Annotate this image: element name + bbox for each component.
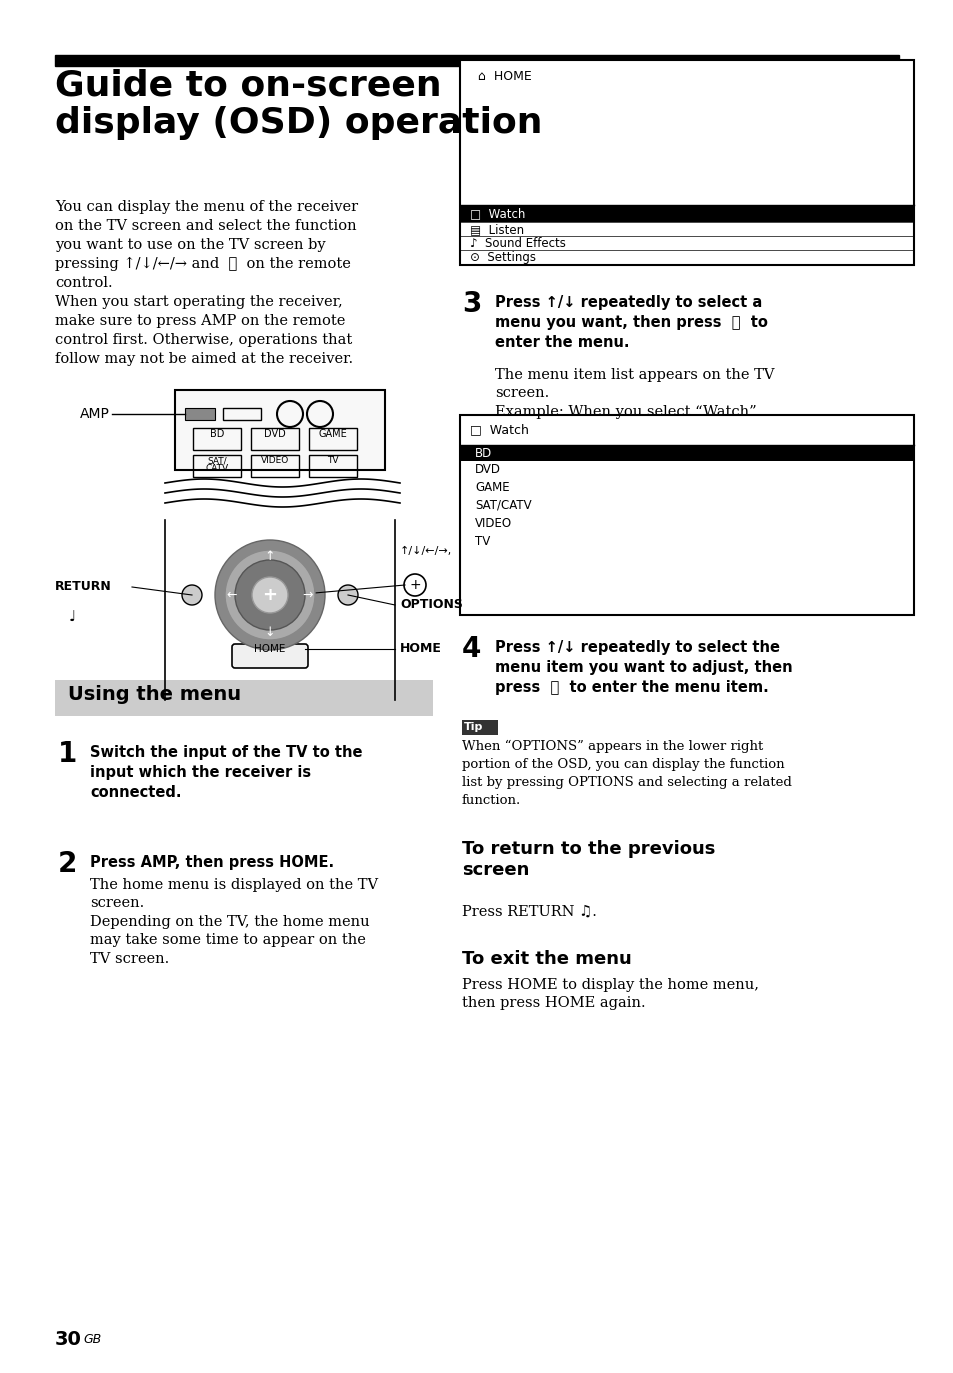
Text: OPTIONS: OPTIONS <box>399 599 462 611</box>
Text: make sure to press AMP on the remote: make sure to press AMP on the remote <box>55 314 345 328</box>
Text: →: → <box>302 589 313 601</box>
Text: ⌂  HOME: ⌂ HOME <box>477 70 531 82</box>
FancyBboxPatch shape <box>232 644 308 669</box>
Text: you want to use on the TV screen by: you want to use on the TV screen by <box>55 238 325 253</box>
Bar <box>55 55 898 66</box>
Text: ↑: ↑ <box>265 551 275 563</box>
Text: ↑/↓/←/→,: ↑/↓/←/→, <box>399 546 452 556</box>
Text: TV: TV <box>475 535 490 548</box>
Text: pressing ↑/↓/←/→ and  ⓧ  on the remote: pressing ↑/↓/←/→ and ⓧ on the remote <box>55 257 351 270</box>
Text: To exit the menu: To exit the menu <box>461 950 631 968</box>
Text: follow may not be aimed at the receiver.: follow may not be aimed at the receiver. <box>55 351 353 367</box>
Text: BD: BD <box>210 428 224 439</box>
Bar <box>309 428 356 450</box>
Text: Press HOME to display the home menu,
then press HOME again.: Press HOME to display the home menu, the… <box>461 978 759 1011</box>
Text: AMP: AMP <box>80 406 110 422</box>
Text: GB: GB <box>83 1333 101 1346</box>
Text: control.: control. <box>55 276 112 290</box>
Text: ⊙  Settings: ⊙ Settings <box>470 251 536 264</box>
Text: The menu item list appears on the TV
screen.
Example: When you select “Watch”.: The menu item list appears on the TV scr… <box>495 368 774 419</box>
Text: GAME: GAME <box>318 428 347 439</box>
Text: Switch the input of the TV to the
input which the receiver is
connected.: Switch the input of the TV to the input … <box>90 746 362 799</box>
Text: Press RETURN ♫.: Press RETURN ♫. <box>461 905 597 919</box>
Bar <box>185 408 214 420</box>
Circle shape <box>234 560 305 630</box>
Circle shape <box>337 585 357 605</box>
Circle shape <box>214 540 325 649</box>
Text: □  Watch: □ Watch <box>470 423 528 437</box>
Text: ♩: ♩ <box>69 610 75 625</box>
Text: ▤  Listen: ▤ Listen <box>470 222 523 236</box>
Text: ♪  Sound Effects: ♪ Sound Effects <box>470 238 565 250</box>
Text: 30: 30 <box>55 1330 82 1350</box>
Bar <box>251 454 298 476</box>
Circle shape <box>225 551 314 640</box>
Circle shape <box>252 577 288 612</box>
Text: DVD: DVD <box>264 428 286 439</box>
Text: □  Watch: □ Watch <box>470 207 525 220</box>
Text: When “OPTIONS” appears in the lower right
portion of the OSD, you can display th: When “OPTIONS” appears in the lower righ… <box>461 740 791 807</box>
Text: VIDEO: VIDEO <box>475 518 512 530</box>
Text: VIDEO: VIDEO <box>260 456 289 465</box>
Bar <box>459 205 913 222</box>
Bar <box>193 454 241 476</box>
Bar <box>459 415 913 615</box>
Text: Press ↑/↓ repeatedly to select a
menu you want, then press  ⓧ  to
enter the menu: Press ↑/↓ repeatedly to select a menu yo… <box>495 295 767 350</box>
Bar <box>459 60 913 265</box>
Bar <box>251 428 298 450</box>
Text: 2: 2 <box>58 850 77 877</box>
Bar <box>223 408 261 420</box>
Circle shape <box>182 585 202 605</box>
Text: To return to the previous
screen: To return to the previous screen <box>461 840 715 879</box>
Text: HOME: HOME <box>254 644 285 654</box>
Text: Press ↑/↓ repeatedly to select the
menu item you want to adjust, then
press  ⓧ  : Press ↑/↓ repeatedly to select the menu … <box>495 640 792 695</box>
Text: When you start operating the receiver,: When you start operating the receiver, <box>55 295 342 309</box>
Text: SAT/CATV: SAT/CATV <box>475 498 531 512</box>
Text: +: + <box>409 578 420 592</box>
Bar <box>461 719 497 735</box>
Text: The home menu is displayed on the TV
screen.
Depending on the TV, the home menu
: The home menu is displayed on the TV scr… <box>90 877 377 965</box>
Text: DVD: DVD <box>475 463 500 476</box>
Text: 4: 4 <box>461 634 481 663</box>
Text: control first. Otherwise, operations that: control first. Otherwise, operations tha… <box>55 334 352 347</box>
Bar <box>174 390 385 470</box>
Text: HOME: HOME <box>399 643 441 655</box>
Text: SAT/
CATV: SAT/ CATV <box>205 456 229 474</box>
Text: Tip: Tip <box>463 722 483 732</box>
Text: GAME: GAME <box>475 481 509 494</box>
Text: BD: BD <box>475 448 492 460</box>
Text: Using the menu: Using the menu <box>68 685 241 704</box>
Text: Guide to on-screen
display (OSD) operation: Guide to on-screen display (OSD) operati… <box>55 69 542 140</box>
Text: Press AMP, then press HOME.: Press AMP, then press HOME. <box>90 855 334 870</box>
Text: +: + <box>262 586 277 604</box>
Text: You can display the menu of the receiver: You can display the menu of the receiver <box>55 200 357 214</box>
Text: 3: 3 <box>461 290 481 319</box>
Text: TV: TV <box>327 456 338 465</box>
Bar <box>55 680 433 715</box>
Text: ←: ← <box>227 589 237 601</box>
Text: RETURN: RETURN <box>55 581 112 593</box>
Bar <box>193 428 241 450</box>
Bar <box>459 445 913 461</box>
Bar <box>309 454 356 476</box>
Text: on the TV screen and select the function: on the TV screen and select the function <box>55 220 356 233</box>
Text: 1: 1 <box>58 740 77 768</box>
Text: ↓: ↓ <box>265 626 275 640</box>
